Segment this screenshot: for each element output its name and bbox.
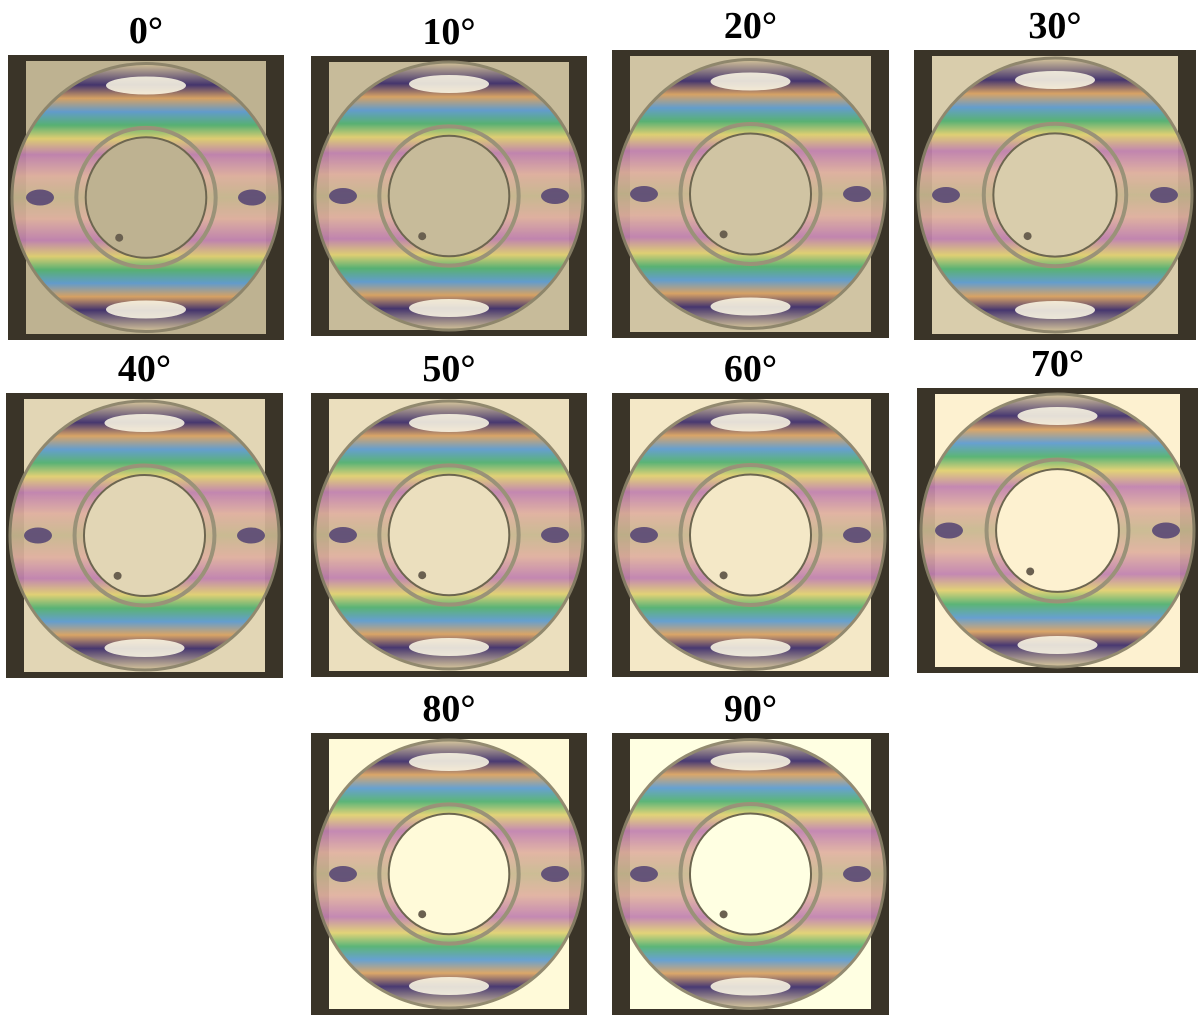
hole: [84, 475, 205, 596]
speck: [720, 230, 728, 238]
photo: [311, 56, 587, 336]
fringe: [105, 639, 185, 657]
panel-label: 20°: [724, 5, 777, 47]
speck: [1024, 232, 1032, 240]
fringe: [1018, 636, 1098, 654]
fringe: [237, 528, 265, 544]
hole: [389, 814, 510, 935]
fringe: [1152, 523, 1180, 539]
hole: [690, 474, 811, 595]
panel-label: 50°: [422, 348, 475, 390]
fringe: [843, 866, 871, 882]
figure: 0° 10° 20° 30° 40° 50° 60° 70° 80° 90°: [0, 0, 1201, 1017]
fringe: [409, 75, 489, 93]
fringe: [843, 186, 871, 202]
hole: [996, 469, 1119, 592]
fringe: [630, 527, 658, 543]
fringe: [1018, 407, 1098, 425]
fringe: [26, 190, 54, 206]
hole: [993, 133, 1116, 256]
hole: [389, 475, 510, 596]
photo: [612, 50, 889, 338]
fringe: [409, 299, 489, 317]
panel-label: 70°: [1031, 343, 1084, 385]
photo: [8, 55, 284, 340]
fringe: [409, 414, 489, 432]
fringe: [711, 639, 791, 657]
fringe: [1015, 71, 1095, 89]
fringe: [711, 753, 791, 771]
fringe: [711, 298, 791, 316]
fringe: [329, 866, 357, 882]
hole: [86, 137, 207, 258]
speck: [114, 572, 122, 580]
fringe: [932, 187, 960, 203]
photo: [311, 393, 587, 677]
fringe: [711, 73, 791, 91]
photo: [311, 733, 587, 1015]
panel-label: 0°: [129, 10, 163, 52]
speck: [418, 910, 426, 918]
speck: [1026, 567, 1034, 575]
speck: [115, 234, 123, 242]
panel-label: 80°: [422, 688, 475, 730]
photo: [612, 393, 889, 677]
fringe: [630, 866, 658, 882]
panel-label: 60°: [724, 348, 777, 390]
fringe: [843, 527, 871, 543]
fringe: [711, 414, 791, 432]
fringe: [1015, 301, 1095, 319]
panel-label: 40°: [118, 348, 171, 390]
fringe: [409, 753, 489, 771]
fringe: [935, 523, 963, 539]
panel-label: 90°: [724, 688, 777, 730]
fringe: [711, 978, 791, 996]
fringe: [541, 527, 569, 543]
photo: [914, 50, 1196, 340]
speck: [418, 571, 426, 579]
fringe: [541, 188, 569, 204]
fringe: [409, 638, 489, 656]
fringe: [329, 188, 357, 204]
fringe: [105, 414, 185, 432]
fringe: [1150, 187, 1178, 203]
hole: [690, 133, 811, 254]
panel-label: 10°: [422, 11, 475, 53]
fringe: [24, 528, 52, 544]
fringe: [106, 301, 186, 319]
fringe: [541, 866, 569, 882]
fringe: [630, 186, 658, 202]
photo: [917, 388, 1198, 673]
speck: [720, 910, 728, 918]
panel-label: 30°: [1028, 5, 1081, 47]
speck: [418, 232, 426, 240]
fringe: [238, 190, 266, 206]
hole: [389, 136, 510, 257]
speck: [720, 571, 728, 579]
fringe: [106, 77, 186, 95]
photo: [6, 393, 283, 678]
fringe: [409, 977, 489, 995]
photo: [612, 733, 889, 1015]
fringe: [329, 527, 357, 543]
hole: [690, 813, 811, 934]
